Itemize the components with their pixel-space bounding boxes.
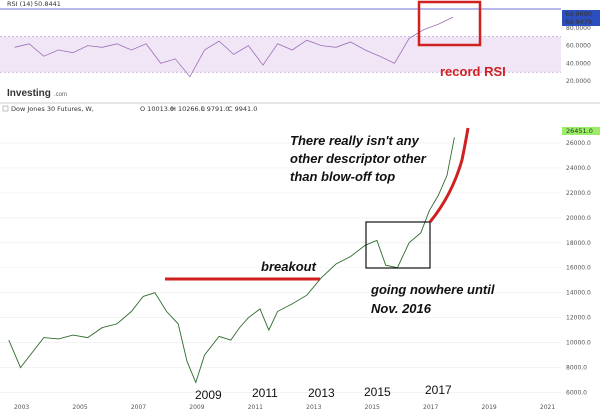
price-x-tick-label: 2007 [131,404,146,411]
ohlc-low: L 9791.0 [201,105,229,113]
record-rsi-box [417,0,482,47]
price-y-tick-label: 14000.0 [566,290,591,297]
rsi-band [0,36,561,73]
price-gridlines [0,142,561,393]
rsi-right-value-1: 69.9690 [565,10,592,18]
current-price-label: 26451.0 [566,127,593,135]
price-x-tick-label: 2011 [248,404,263,411]
price-y-tick-label: 12000.0 [566,315,591,322]
ohlc-open: O 10013.0 [140,105,174,113]
price-y-tick-label: 10000.0 [566,340,591,347]
rsi-indicator-label: RSI (14) [7,0,33,8]
price-x-tick-label: 2021 [540,404,555,411]
year-label-2017: 2017 [425,383,452,397]
price-y-tick-label: 6000.0 [566,390,587,397]
series-toggle-checkbox[interactable] [2,105,9,112]
year-label-2009: 2009 [195,388,222,402]
current-price-box [562,127,600,135]
year-label-2013: 2013 [308,386,335,400]
price-y-tick-label: 8000.0 [566,365,587,372]
price-x-ticks: 2003 2005 2007 2009 2011 2013 2015 2017 2019 2021 [14,404,555,411]
price-y-tick-label: 16000.0 [566,265,591,272]
investing-logo-suffix: .com [54,92,67,98]
ohlc-high: H 10266.0 [171,105,205,113]
going-nowhere-line-2: Nov. 2016 [371,301,432,316]
rsi-right-value-box-2 [562,18,600,26]
rsi-y-tick-label: 20.0000 [566,78,591,85]
price-x-tick-label: 2009 [189,404,204,411]
going-nowhere-box [365,221,431,269]
price-y-tick-label: 20000.0 [566,215,591,222]
going-nowhere-line-1: going nowhere until [370,282,495,297]
blowoff-line-1: There really isn't any [290,133,420,148]
rsi-right-value-2: 69.9479 [565,18,592,26]
price-y-tick-label: 22000.0 [566,190,591,197]
rsi-panel: 20.0000 40.0000 60.0000 80.0000 RSI (14) 50… [0,0,600,100]
price-series-line [8,137,455,384]
rsi-y-ticks: 20.0000 40.0000 60.0000 80.0000 [566,25,591,85]
price-x-tick-label: 2005 [72,404,87,411]
rsi-right-value-box [562,10,600,18]
ohlc-close: C 9941.0 [228,105,257,113]
rsi-series-line [14,16,454,78]
price-x-tick-label: 2019 [481,404,496,411]
breakout-label: breakout [261,259,317,274]
investing-logo: Investing [7,88,51,99]
blowoff-line-2: other descriptor other [290,151,427,166]
price-y-ticks: 6000.0 8000.0 10000.0 12000.0 14000.0 16000.0… [566,140,591,397]
record-rsi-label: record RSI [440,64,506,79]
price-x-tick-label: 2013 [306,404,321,411]
price-x-tick-label: 2015 [365,404,380,411]
price-y-tick-label: 26000.0 [566,140,591,147]
rsi-y-tick-label: 40.0000 [566,60,591,67]
price-panel: Dow Jones 30 Futures, W, O 10013.0 H 102… [0,105,600,411]
rsi-y-tick-label: 60.0000 [566,43,591,50]
blowoff-curve [428,127,470,223]
price-y-tick-label: 18000.0 [566,240,591,247]
year-label-2015: 2015 [364,385,391,399]
price-x-tick-label: 2017 [423,404,438,411]
year-label-2011: 2011 [252,386,278,400]
series-name-label: Dow Jones 30 Futures, W, [11,105,94,113]
rsi-y-tick-label: 80.0000 [566,25,591,32]
rsi-current-value: 50.8441 [34,0,61,8]
blowoff-line-3: than blow-off top [290,169,395,184]
price-y-tick-label: 24000.0 [566,165,591,172]
price-x-tick-label: 2003 [14,404,29,411]
